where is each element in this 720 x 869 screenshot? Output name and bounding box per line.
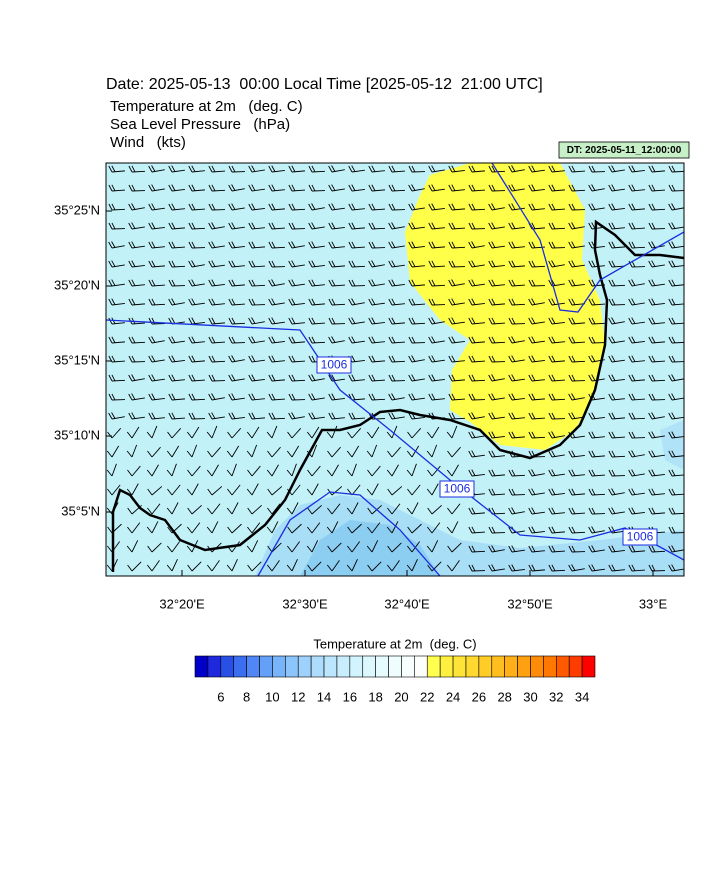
colorbar-tick-label: 12	[291, 689, 305, 704]
colorbar-box	[260, 656, 273, 677]
y-tick-label: 35°15'N	[54, 352, 100, 367]
colorbar-box	[530, 656, 543, 677]
x-tick-label: 32°40'E	[384, 596, 430, 611]
colorbar-tick-label: 14	[317, 689, 331, 704]
colorbar-tick-label: 22	[420, 689, 434, 704]
field-label: Temperature at 2m (deg. C)	[110, 98, 303, 115]
colorbar: 6 8 10 12 14 16 18 20 22 24 26 28 30 32 34	[195, 656, 595, 704]
colorbar-box	[221, 656, 234, 677]
colorbar-box	[414, 656, 427, 677]
colorbar-tick-label: 18	[368, 689, 382, 704]
contour-label: 1006	[444, 482, 471, 496]
colorbar-title: Temperature at 2m (deg. C)	[313, 636, 476, 651]
colorbar-box	[350, 656, 363, 677]
dt-label: DT: 2025-05-11_12:00:00	[567, 145, 682, 156]
colorbar-box	[247, 656, 260, 677]
colorbar-box	[440, 656, 453, 677]
colorbar-box	[479, 656, 492, 677]
colorbar-box	[389, 656, 402, 677]
colorbar-box	[543, 656, 556, 677]
colorbar-box	[298, 656, 311, 677]
y-tick-label: 35°25'N	[54, 202, 100, 217]
colorbar-box	[569, 656, 582, 677]
contour-label: 1006	[321, 358, 348, 372]
colorbar-box	[505, 656, 518, 677]
colorbar-box	[324, 656, 337, 677]
colorbar-box	[582, 656, 595, 677]
x-tick-label: 32°50'E	[507, 596, 553, 611]
colorbar-box	[427, 656, 440, 677]
colorbar-box	[401, 656, 414, 677]
field-label: Sea Level Pressure (hPa)	[110, 116, 290, 133]
colorbar-box	[208, 656, 221, 677]
y-tick-label: 35°10'N	[54, 427, 100, 442]
colorbar-box	[518, 656, 531, 677]
x-tick-label: 32°30'E	[282, 596, 328, 611]
colorbar-box	[556, 656, 569, 677]
colorbar-tick-label: 30	[523, 689, 537, 704]
colorbar-tick-label: 6	[217, 689, 224, 704]
colorbar-tick-label: 26	[472, 689, 486, 704]
colorbar-box	[453, 656, 466, 677]
colorbar-tick-label: 8	[243, 689, 250, 704]
contour-label: 1006	[627, 530, 654, 544]
colorbar-box	[376, 656, 389, 677]
colorbar-box	[311, 656, 324, 677]
x-tick-label: 33°E	[639, 596, 668, 611]
colorbar-tick-label: 20	[394, 689, 408, 704]
colorbar-tick-label: 16	[343, 689, 357, 704]
colorbar-box	[466, 656, 479, 677]
x-tick-label: 32°20'E	[159, 596, 205, 611]
colorbar-box	[492, 656, 505, 677]
colorbar-box	[195, 656, 208, 677]
colorbar-box	[272, 656, 285, 677]
colorbar-tick-label: 10	[265, 689, 279, 704]
colorbar-box	[285, 656, 298, 677]
y-tick-label: 35°20'N	[54, 277, 100, 292]
map-field	[106, 163, 685, 576]
colorbar-tick-label: 24	[446, 689, 460, 704]
colorbar-box	[234, 656, 247, 677]
colorbar-box	[363, 656, 376, 677]
colorbar-tick-label: 32	[549, 689, 563, 704]
title: Date: 2025-05-13 00:00 Local Time [2025-…	[106, 76, 543, 93]
field-label: Wind (kts)	[110, 134, 186, 151]
y-tick-label: 35°5'N	[61, 503, 100, 518]
colorbar-tick-label: 28	[497, 689, 511, 704]
colorbar-tick-label: 34	[575, 689, 589, 704]
colorbar-box	[337, 656, 350, 677]
